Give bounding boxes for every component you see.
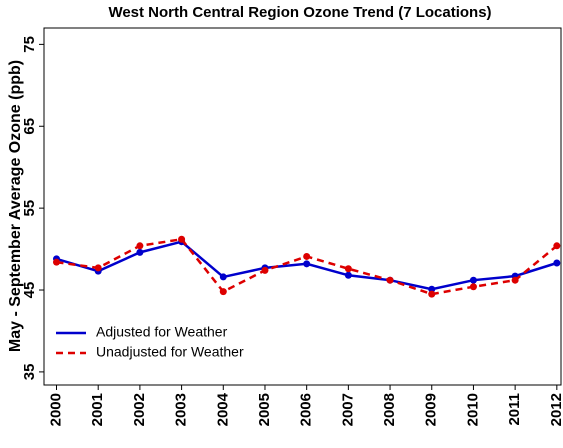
data-point [386,276,394,284]
legend-label: Unadjusted for Weather [96,344,244,360]
plot-frame [43,27,562,386]
x-tick-label: 2006 [298,393,315,426]
data-point [428,285,436,293]
data-point [553,242,561,250]
x-tick-label: 2001 [89,393,106,426]
data-point [469,276,477,284]
y-tick-label: 75 [21,36,38,53]
data-point [136,242,144,250]
x-tick-label: 2002 [131,393,148,426]
x-tick-label: 2009 [423,393,440,426]
x-tick-label: 2004 [214,392,231,426]
data-point [303,252,311,260]
y-tick-label: 35 [21,364,38,381]
data-point [344,265,352,273]
y-tick-label: 55 [21,200,38,217]
y-tick-label: 45 [21,282,38,299]
data-point [94,264,102,272]
data-point [53,258,61,266]
legend-label: Adjusted for Weather [96,324,228,340]
data-point [303,260,311,268]
chart-title: West North Central Region Ozone Trend (7… [108,4,491,21]
x-tick-label: 2003 [173,393,190,426]
x-tick-label: 2010 [464,393,481,426]
x-tick-label: 2000 [47,393,64,426]
data-point [553,259,561,267]
data-point [178,235,186,243]
data-point [219,273,227,281]
data-point [219,288,227,296]
x-tick-label: 2011 [506,393,523,426]
data-point [511,276,519,284]
x-tick-label: 2008 [381,393,398,426]
data-point [261,266,269,274]
y-tick-label: 65 [21,118,38,135]
x-tick-label: 2005 [256,393,273,426]
x-tick-label: 2007 [339,393,356,426]
data-point [344,271,352,279]
x-tick-label: 2012 [548,393,563,426]
y-axis-label: May - September Average Ozone (ppb) [7,60,24,352]
data-point [469,283,477,291]
data-point [428,290,436,298]
data-point [136,248,144,256]
